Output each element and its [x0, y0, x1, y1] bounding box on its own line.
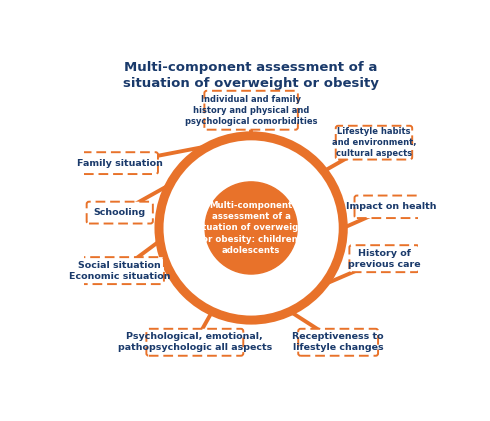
Text: Family situation: Family situation	[77, 159, 163, 168]
FancyBboxPatch shape	[204, 91, 298, 130]
Text: Multi-component
assessment of a
situation of overweight
or obesity: children,
ad: Multi-component assessment of a situatio…	[194, 201, 308, 255]
FancyBboxPatch shape	[87, 202, 153, 224]
FancyBboxPatch shape	[81, 152, 158, 174]
FancyBboxPatch shape	[349, 245, 419, 272]
Circle shape	[205, 182, 297, 274]
Text: Individual and family
history and physical and
psychological comorbidities: Individual and family history and physic…	[185, 95, 318, 126]
FancyBboxPatch shape	[298, 329, 378, 356]
FancyBboxPatch shape	[355, 195, 428, 218]
Text: Receptiveness to
lifestyle changes: Receptiveness to lifestyle changes	[293, 332, 384, 352]
FancyBboxPatch shape	[75, 257, 164, 284]
Text: Social situation
Economic situation: Social situation Economic situation	[69, 261, 171, 281]
Text: Schooling: Schooling	[94, 208, 146, 217]
Text: Lifestyle habits
and environment,
cultural aspects: Lifestyle habits and environment, cultur…	[332, 127, 416, 158]
FancyBboxPatch shape	[147, 329, 243, 356]
FancyBboxPatch shape	[336, 126, 412, 160]
Text: History of
previous care: History of previous care	[348, 249, 420, 269]
Text: Multi-component assessment of a
situation of overweight or obesity: Multi-component assessment of a situatio…	[123, 61, 379, 90]
Text: Impact on health: Impact on health	[346, 203, 436, 211]
Text: Psychological, emotional,
pathopsychologic all aspects: Psychological, emotional, pathopsycholog…	[118, 332, 272, 352]
